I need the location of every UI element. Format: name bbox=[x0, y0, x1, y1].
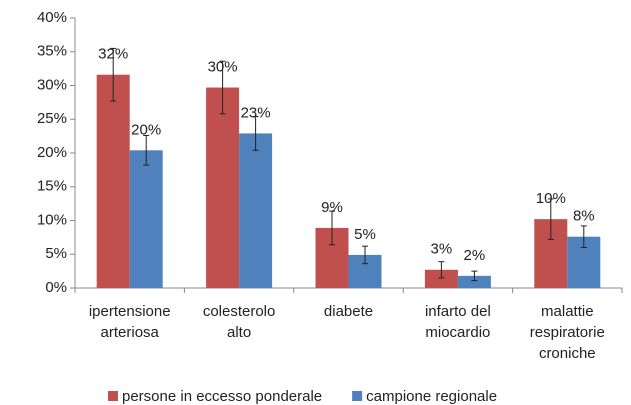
error-bar bbox=[110, 47, 117, 102]
data-label: 20% bbox=[131, 121, 161, 138]
data-label: 3% bbox=[431, 241, 453, 258]
x-tick-label: infarto del miocardio bbox=[425, 303, 491, 341]
legend-label: persone in eccesso ponderale bbox=[122, 388, 322, 405]
bar bbox=[424, 269, 458, 288]
y-tick-label: 30% bbox=[37, 76, 67, 93]
data-label: 2% bbox=[464, 247, 486, 264]
data-label: 23% bbox=[241, 104, 271, 121]
error-bar bbox=[471, 270, 478, 282]
legend-swatch bbox=[352, 391, 363, 401]
data-label: 32% bbox=[98, 46, 128, 63]
error-bar bbox=[580, 225, 587, 248]
error-bar bbox=[547, 198, 554, 240]
x-tick-label: colesterolo alto bbox=[203, 303, 276, 341]
legend-label: campione regionale bbox=[366, 388, 497, 405]
x-tick-label: malattie respiratorie croniche bbox=[530, 303, 605, 362]
bar bbox=[239, 133, 273, 288]
y-tick-label: 40% bbox=[37, 9, 67, 26]
error-bar bbox=[362, 245, 368, 265]
data-label: 10% bbox=[536, 190, 566, 207]
x-tick-label: ipertensione arteriosa bbox=[89, 303, 171, 341]
y-tick-label: 5% bbox=[45, 245, 67, 262]
y-tick-label: 10% bbox=[37, 211, 67, 228]
y-tick-label: 15% bbox=[37, 178, 67, 195]
error-bar bbox=[252, 116, 259, 151]
y-tick-label: 25% bbox=[37, 110, 67, 127]
error-bar bbox=[329, 210, 335, 246]
data-label: 8% bbox=[573, 208, 595, 225]
error-bar bbox=[219, 60, 226, 115]
y-tick-label: 0% bbox=[45, 279, 67, 296]
bar bbox=[206, 87, 240, 289]
legend-swatch bbox=[108, 391, 118, 401]
bar bbox=[96, 74, 130, 288]
error-bar bbox=[143, 134, 150, 166]
y-tick-label: 20% bbox=[37, 144, 67, 161]
data-label: 9% bbox=[321, 199, 343, 216]
data-label: 30% bbox=[208, 58, 238, 75]
x-tick-label: diabete bbox=[324, 303, 373, 320]
data-label: 5% bbox=[354, 226, 376, 243]
bar bbox=[129, 150, 163, 288]
error-bar bbox=[438, 261, 445, 279]
bar bbox=[457, 275, 491, 288]
y-tick-label: 35% bbox=[37, 43, 67, 60]
